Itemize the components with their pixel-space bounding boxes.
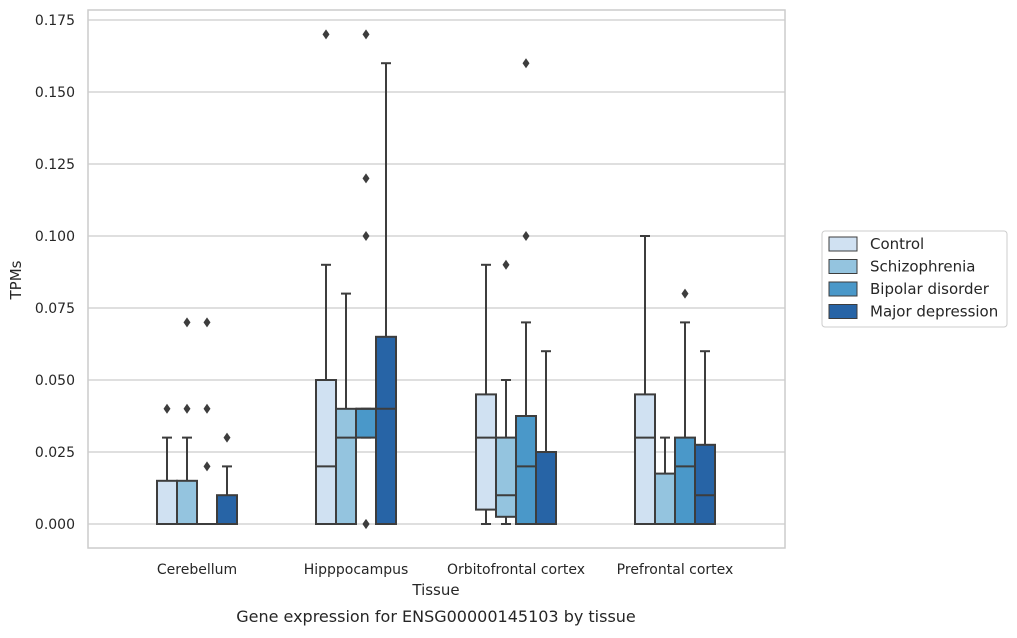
y-tick-label: 0.100 xyxy=(35,229,75,245)
box-body xyxy=(217,495,237,524)
box-body xyxy=(695,445,715,524)
box-body xyxy=(635,394,655,524)
box-body xyxy=(177,481,197,524)
box-major-depression xyxy=(376,63,396,524)
legend-swatch xyxy=(829,237,857,251)
y-tick-label: 0.025 xyxy=(35,445,75,461)
outlier-point xyxy=(523,58,530,68)
y-tick-labels: 0.000 0.025 0.050 0.075 0.100 0.125 0.150 0.175 xyxy=(35,13,75,533)
outlier-point xyxy=(224,433,231,443)
box-schizophrenia xyxy=(496,260,516,524)
outlier-point xyxy=(204,317,211,327)
outlier-point xyxy=(523,231,530,241)
box-series-layer xyxy=(157,29,715,529)
legend-swatch xyxy=(829,305,857,319)
outlier-point xyxy=(363,173,370,183)
outlier-point xyxy=(503,260,510,270)
box-body xyxy=(536,452,556,524)
box-control xyxy=(316,29,336,524)
outlier-point xyxy=(164,404,171,414)
outlier-point xyxy=(184,317,191,327)
box-body xyxy=(336,409,356,524)
box-body xyxy=(516,416,536,524)
box-major-depression xyxy=(695,351,715,524)
y-tick-label: 0.150 xyxy=(35,85,75,101)
x-tick-label: Orbitofrontal cortex xyxy=(447,562,585,578)
box-schizophrenia xyxy=(336,294,356,524)
box-major-depression xyxy=(217,433,237,524)
box-schizophrenia xyxy=(177,317,197,524)
x-axis-label: Tissue xyxy=(411,581,459,599)
y-tick-label: 0.050 xyxy=(35,373,75,389)
outlier-point xyxy=(363,231,370,241)
outlier-point xyxy=(204,461,211,471)
box-major-depression xyxy=(536,351,556,524)
outlier-point xyxy=(363,519,370,529)
outlier-point xyxy=(184,404,191,414)
legend-swatch xyxy=(829,282,857,296)
y-axis-label: TPMs xyxy=(7,260,25,300)
legend-label: Major depression xyxy=(870,303,998,321)
legend: Control Schizophrenia Bipolar disorder Majo… xyxy=(822,231,1007,327)
box-control xyxy=(157,404,177,524)
x-tick-label: Cerebellum xyxy=(157,562,237,578)
y-tick-label: 0.175 xyxy=(35,13,75,29)
box-body xyxy=(376,337,396,524)
x-tick-label: Hipppocampus xyxy=(304,562,409,578)
outlier-point xyxy=(363,29,370,39)
box-bipolar-disorder xyxy=(356,29,376,529)
box-bipolar-disorder xyxy=(197,317,217,524)
y-tick-label: 0.125 xyxy=(35,157,75,173)
box-schizophrenia xyxy=(655,438,675,524)
legend-label: Bipolar disorder xyxy=(870,280,990,298)
chart-caption: Gene expression for ENSG00000145103 by t… xyxy=(236,607,636,626)
y-tick-label: 0.000 xyxy=(35,517,75,533)
y-tick-label: 0.075 xyxy=(35,301,75,317)
box-body xyxy=(356,409,376,438)
box-body xyxy=(476,394,496,509)
box-body xyxy=(496,438,516,517)
x-tick-label: Prefrontal cortex xyxy=(617,562,734,578)
legend-label: Control xyxy=(870,235,924,253)
x-tick-labels: Cerebellum Hipppocampus Orbitofrontal cort… xyxy=(157,562,733,578)
box-body xyxy=(316,380,336,524)
outlier-point xyxy=(682,289,689,299)
box-control xyxy=(476,265,496,524)
box-bipolar-disorder xyxy=(516,58,536,524)
outlier-point xyxy=(323,29,330,39)
legend-label: Schizophrenia xyxy=(870,258,975,276)
box-body xyxy=(675,438,695,524)
box-bipolar-disorder xyxy=(675,289,695,524)
outlier-point xyxy=(204,404,211,414)
box-body xyxy=(655,474,675,524)
legend-swatch xyxy=(829,260,857,274)
box-body xyxy=(157,481,177,524)
